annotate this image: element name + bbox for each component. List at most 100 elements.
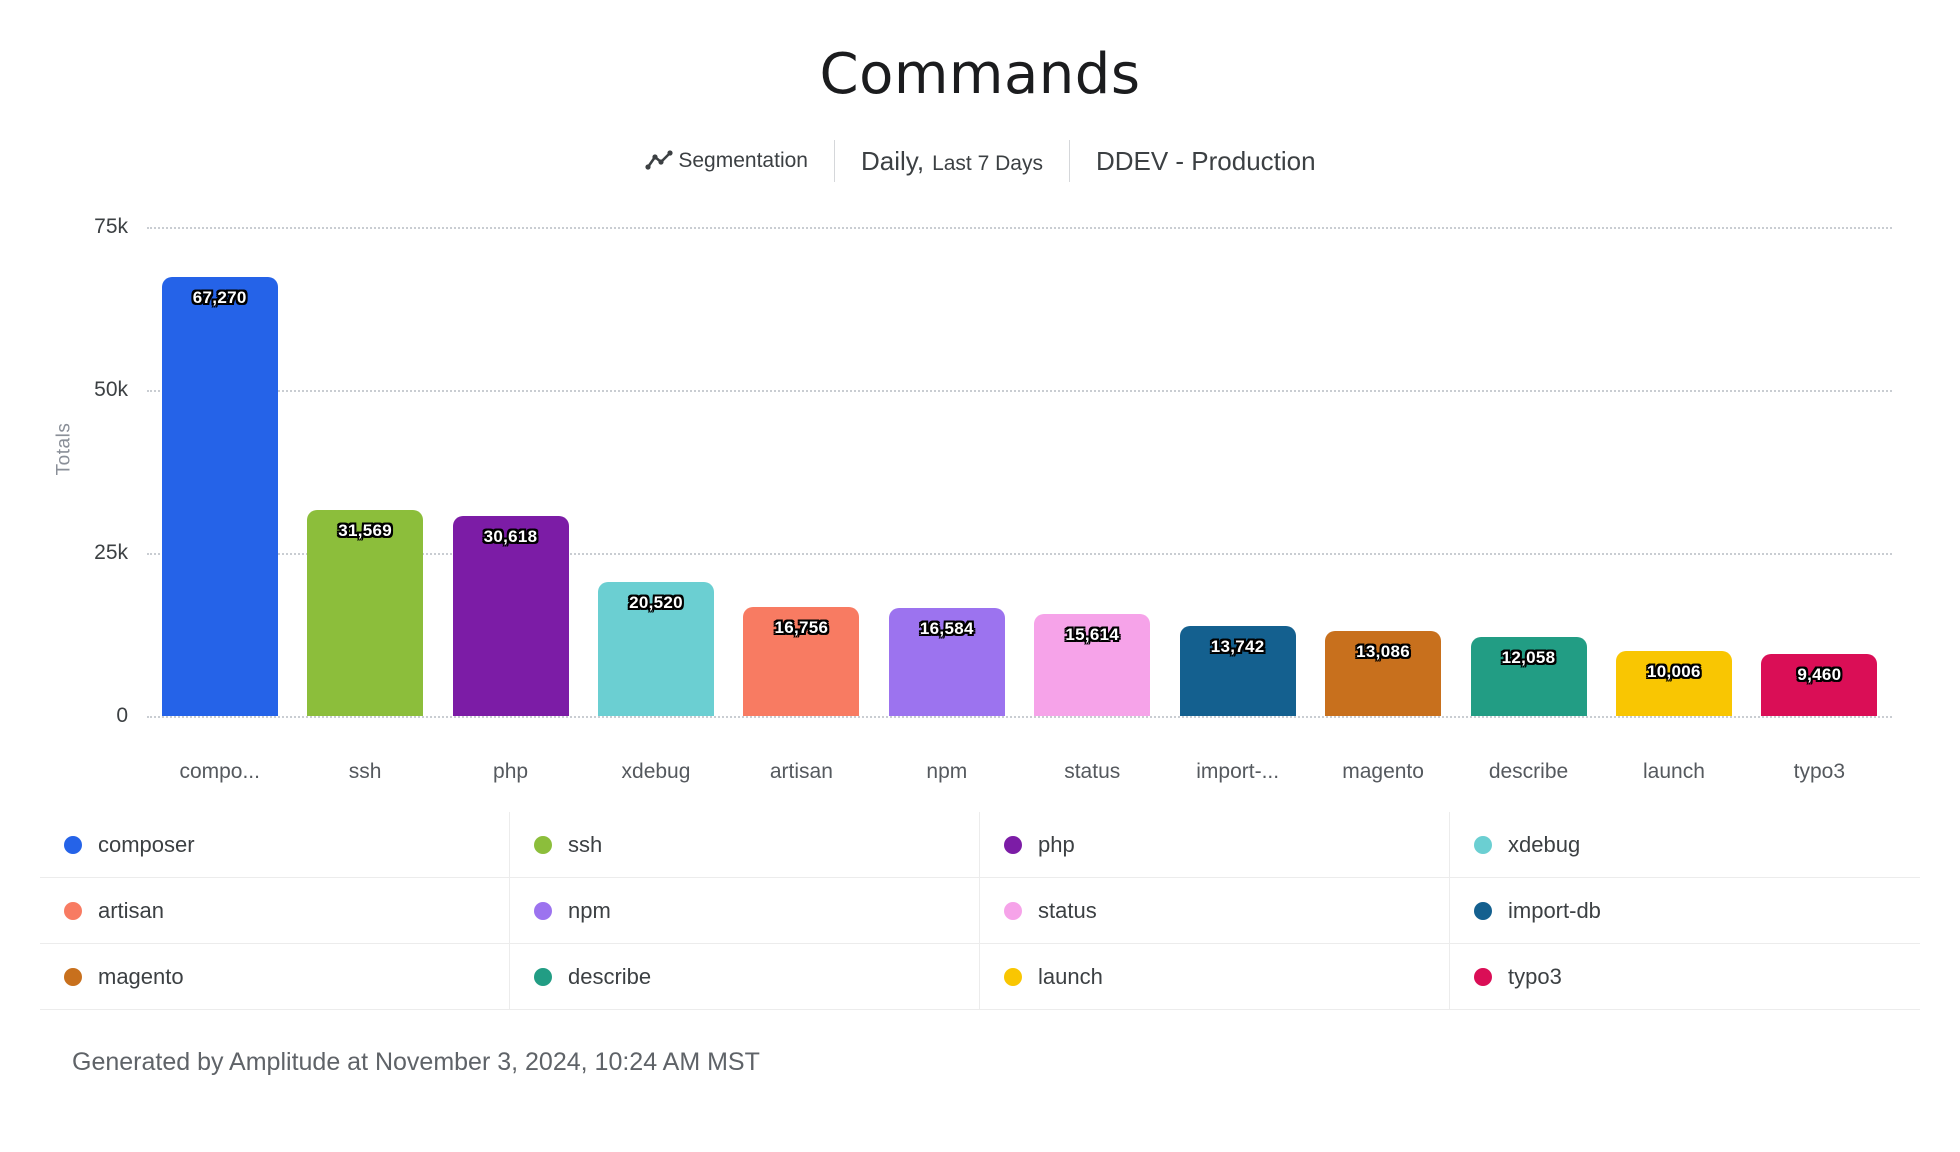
legend-item-artisan[interactable]: artisan xyxy=(40,878,510,944)
x-axis-category-label: typo3 xyxy=(1793,760,1846,783)
bar-value-label: 9,460 xyxy=(1797,665,1842,685)
x-axis-category-label: compo... xyxy=(179,760,260,783)
legend-item-label: magento xyxy=(98,963,184,989)
generated-by-footer: Generated by Amplitude at November 3, 20… xyxy=(72,1048,760,1076)
x-axis-category-label: status xyxy=(1064,760,1121,783)
legend-item-typo3[interactable]: typo3 xyxy=(1450,944,1920,1010)
bar-value-label: 30,618 xyxy=(483,527,538,547)
legend-color-dot-icon xyxy=(534,901,552,920)
x-axis-labels: compo... ssh php xdebug artisan npm stat… xyxy=(147,760,1892,784)
y-axis-ticks: 75k 50k 25k 0 xyxy=(0,215,128,727)
bar-slot: 15,614 xyxy=(1020,227,1165,716)
bar-status[interactable]: 15,614 xyxy=(1034,614,1151,716)
bar-slot: 10,006 xyxy=(1601,227,1746,716)
legend-color-dot-icon xyxy=(1474,835,1492,854)
legend-item-magento[interactable]: magento xyxy=(40,944,510,1010)
bar-composer[interactable]: 67,270 xyxy=(161,277,278,716)
chart-meta-bar: Segmentation Daily, Last 7 Days DDEV - P… xyxy=(0,140,1960,182)
bar-magento[interactable]: 13,086 xyxy=(1325,630,1442,716)
bar-slot: 20,520 xyxy=(583,227,728,716)
bar-slot: 16,756 xyxy=(729,227,874,716)
bar-value-label: 67,270 xyxy=(192,288,247,308)
legend-color-dot-icon xyxy=(1474,967,1492,986)
bar-value-label: 10,006 xyxy=(1647,661,1701,681)
x-axis-category-label: npm xyxy=(926,760,968,783)
x-axis-category-label: describe xyxy=(1488,760,1569,783)
x-axis-category-label: ssh xyxy=(348,760,382,783)
legend-item-label: ssh xyxy=(568,831,603,857)
y-axis-tick: 50k xyxy=(94,377,128,401)
bar-value-label: 20,520 xyxy=(629,593,683,613)
legend-item-label: npm xyxy=(568,897,611,923)
segmentation-line-chart-icon xyxy=(645,150,673,170)
bar-value-label: 13,742 xyxy=(1210,637,1265,657)
legend-item-npm[interactable]: npm xyxy=(510,878,980,944)
bar-value-label: 15,614 xyxy=(1065,625,1120,645)
bar-import-db[interactable]: 13,742 xyxy=(1179,626,1296,716)
bar-value-label: 13,086 xyxy=(1356,641,1410,661)
bar-launch[interactable]: 10,006 xyxy=(1615,650,1732,716)
bar-ssh[interactable]: 31,569 xyxy=(307,510,424,716)
bar-slot: 16,584 xyxy=(874,227,1019,716)
range-label: Last 7 Days xyxy=(932,151,1043,175)
bar-value-label: 31,569 xyxy=(338,521,393,541)
legend-item-php[interactable]: php xyxy=(980,812,1450,878)
gridline xyxy=(147,389,1892,392)
bar-slot: 67,270 xyxy=(147,227,292,716)
legend-item-label: php xyxy=(1038,831,1075,857)
date-range: Daily, Last 7 Days xyxy=(861,146,1043,177)
y-axis-tick: 75k xyxy=(94,215,128,238)
legend-item-status[interactable]: status xyxy=(980,878,1450,944)
gridline xyxy=(147,716,1892,718)
legend-color-dot-icon xyxy=(1004,967,1022,986)
y-axis-tick: 0 xyxy=(116,704,128,727)
gridline xyxy=(147,227,1892,229)
legend-color-dot-icon xyxy=(534,967,552,986)
legend-color-dot-icon xyxy=(534,835,552,854)
meta-separator xyxy=(833,140,835,182)
bar-describe[interactable]: 12,058 xyxy=(1470,637,1587,716)
bar-value-label: 12,058 xyxy=(1501,648,1556,668)
legend-item-label: launch xyxy=(1038,963,1103,989)
legend-color-dot-icon xyxy=(1004,901,1022,920)
legend-item-composer[interactable]: composer xyxy=(40,812,510,878)
bar-php[interactable]: 30,618 xyxy=(452,516,569,716)
bar-typo3[interactable]: 9,460 xyxy=(1761,654,1878,716)
granularity-label: Daily, xyxy=(860,145,925,176)
bar-slot: 13,086 xyxy=(1310,227,1455,716)
legend-item-label: describe xyxy=(568,963,652,989)
x-axis-category-label: magento xyxy=(1342,760,1424,783)
bar-npm[interactable]: 16,584 xyxy=(888,607,1005,716)
bar-value-label: 16,756 xyxy=(774,617,829,637)
bar-series: 67,270 31,569 30,618 20,520 16,756 16,58… xyxy=(147,227,1892,716)
bar-xdebug[interactable]: 20,520 xyxy=(597,582,714,716)
x-axis-category-label: launch xyxy=(1642,760,1705,783)
project-name: DDEV - Production xyxy=(1095,145,1316,176)
bar-slot: 31,569 xyxy=(292,227,437,716)
legend-item-label: typo3 xyxy=(1508,963,1562,989)
x-axis-category-label: artisan xyxy=(769,760,833,783)
legend-color-dot-icon xyxy=(64,835,82,854)
legend-item-label: xdebug xyxy=(1508,831,1581,857)
bar-slot: 9,460 xyxy=(1747,227,1892,716)
legend-item-import-db[interactable]: import-db xyxy=(1450,878,1920,944)
bar-slot: 12,058 xyxy=(1456,227,1601,716)
meta-separator xyxy=(1068,140,1070,182)
x-axis-category-label: xdebug xyxy=(621,760,691,783)
legend-item-describe[interactable]: describe xyxy=(510,944,980,1010)
plot-area: 67,270 31,569 30,618 20,520 16,756 16,58… xyxy=(147,227,1892,718)
chart-type: Segmentation xyxy=(644,149,808,173)
legend-item-label: composer xyxy=(98,831,195,857)
legend-color-dot-icon xyxy=(1474,901,1492,920)
legend-item-label: artisan xyxy=(98,897,165,923)
gridline xyxy=(147,552,1892,555)
legend-item-launch[interactable]: launch xyxy=(980,944,1450,1010)
bar-artisan[interactable]: 16,756 xyxy=(743,606,860,716)
y-axis-tick: 25k xyxy=(94,540,128,564)
legend-item-ssh[interactable]: ssh xyxy=(510,812,980,878)
legend-item-xdebug[interactable]: xdebug xyxy=(1450,812,1920,878)
bar-slot: 13,742 xyxy=(1165,227,1310,716)
legend-item-label: import-db xyxy=(1508,897,1601,923)
legend: composer ssh php xdebug artisan npm stat… xyxy=(40,812,1920,1010)
x-axis-category-label: php xyxy=(493,760,529,783)
